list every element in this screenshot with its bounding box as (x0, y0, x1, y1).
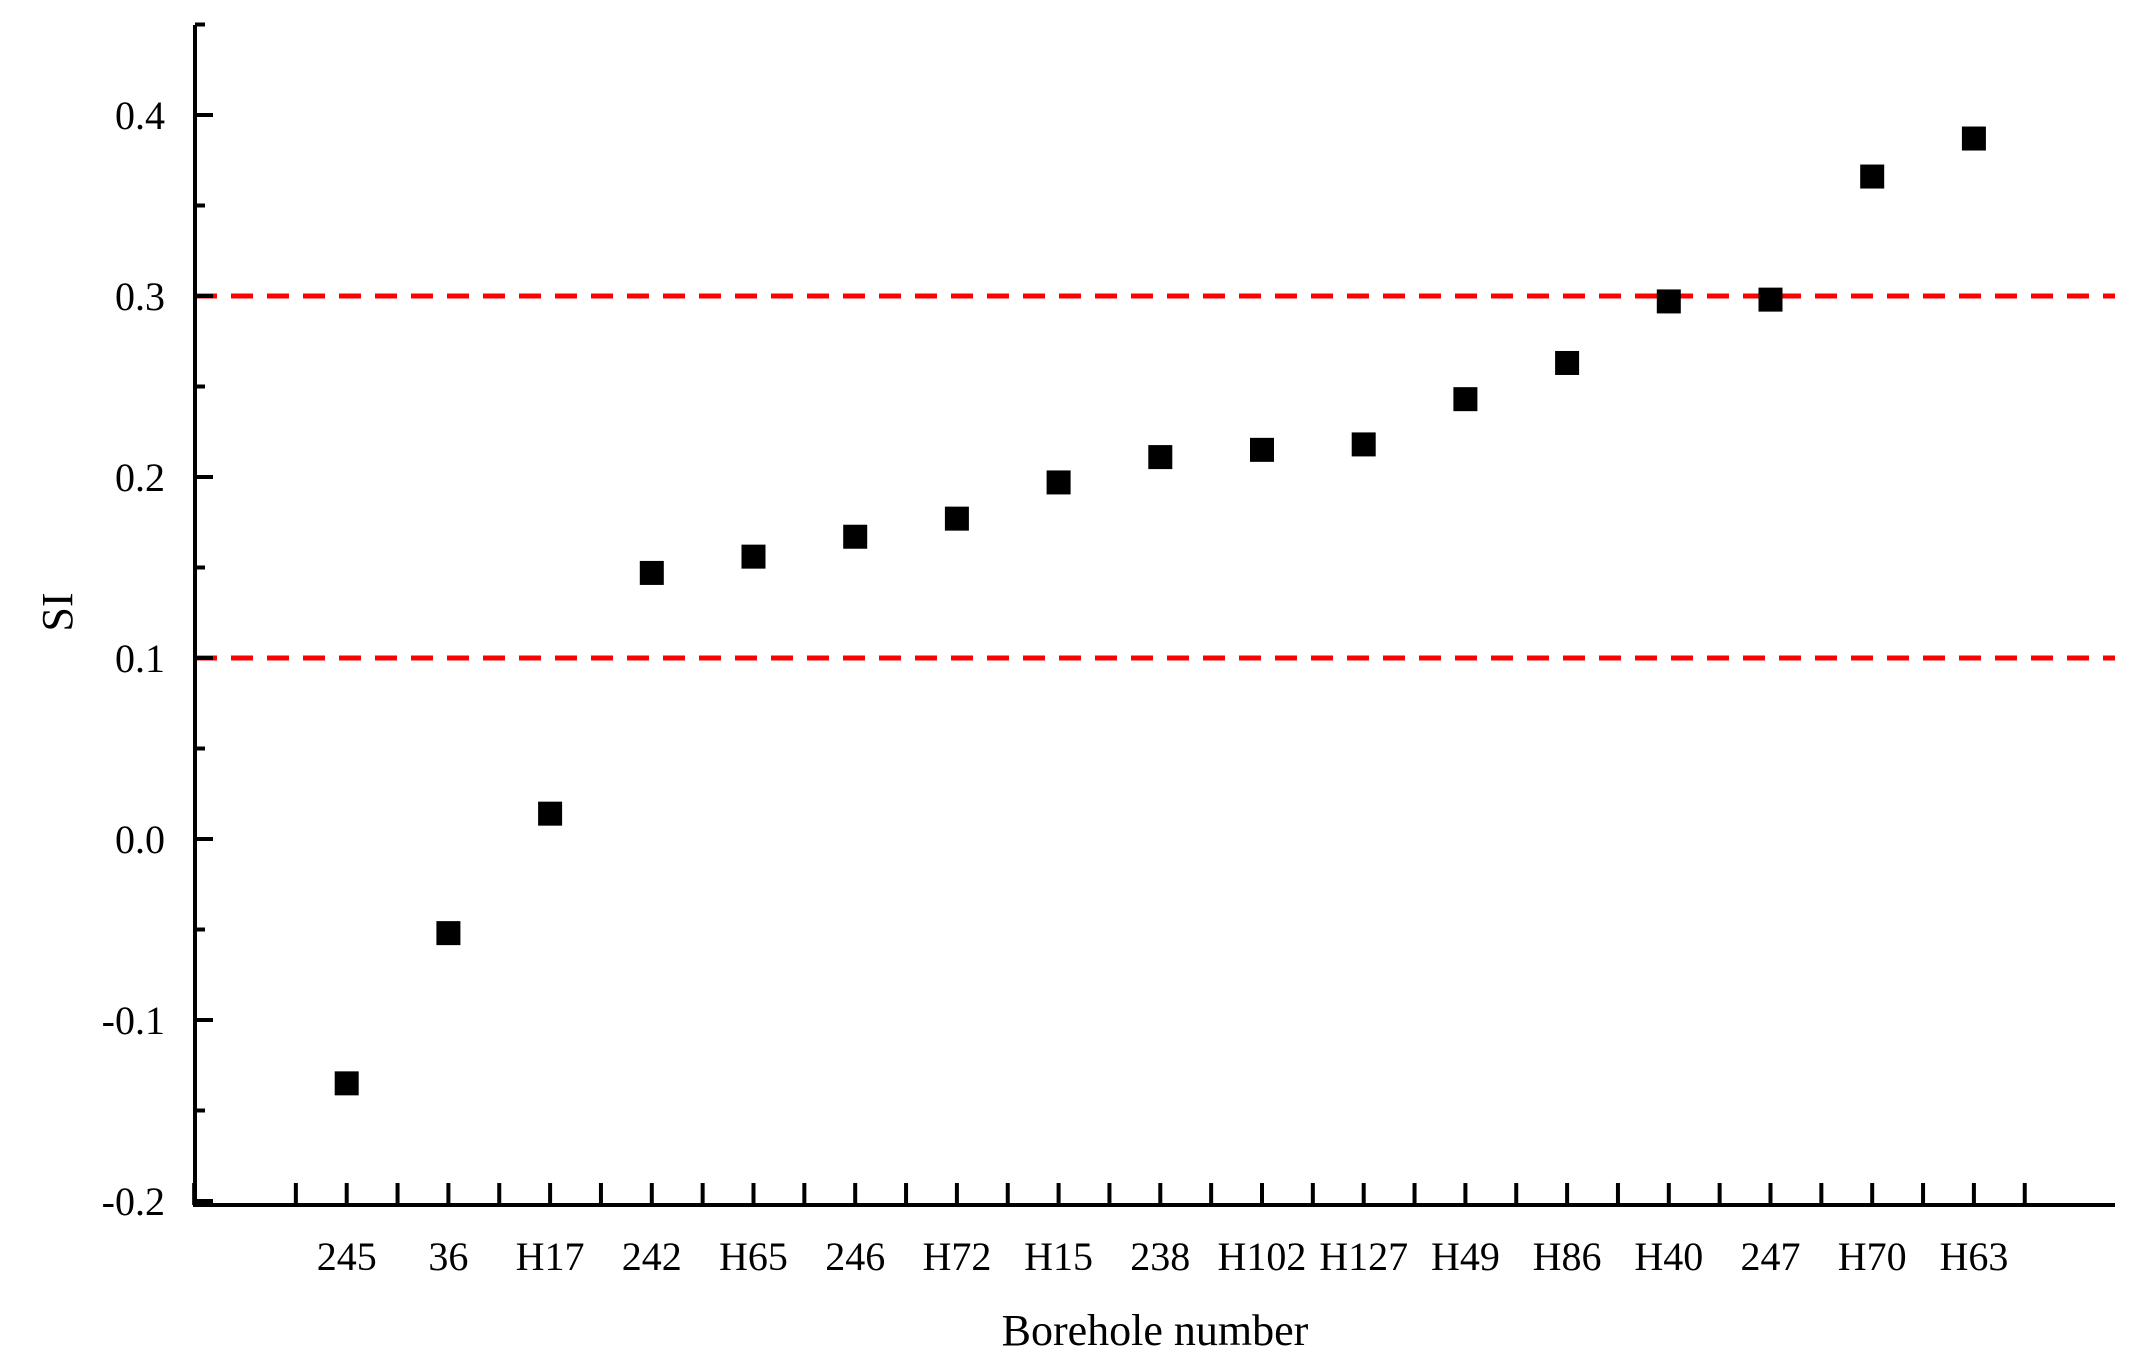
data-point-H70 (1860, 164, 1885, 189)
data-point-H127 (1351, 432, 1376, 457)
y-tick-label: 0.4 (115, 93, 165, 138)
y-axis-ticks: -0.2 -0.1 0.0 0.1 0.2 0.3 0.4 (102, 22, 213, 1224)
data-point-H86 (1555, 350, 1580, 375)
x-tick-label: 245 (317, 1234, 377, 1279)
x-tick-label: H40 (1634, 1234, 1703, 1279)
x-axis-ticks: 245 36 H17 242 H65 246 H72 H15 238 H102 H127 H49 H86… (192, 1183, 2027, 1279)
x-tick-label: 242 (622, 1234, 682, 1279)
x-tick-label: 36 (428, 1234, 468, 1279)
x-tick-label: H17 (516, 1234, 585, 1279)
y-tick-label: 0.1 (115, 636, 165, 681)
x-tick-label: H65 (719, 1234, 788, 1279)
x-axis-title: Borehole number (1002, 1306, 1309, 1355)
reference-lines (195, 293, 2115, 661)
data-point-242 (639, 560, 664, 585)
data-point-36 (436, 921, 461, 946)
data-point-H72 (944, 506, 969, 531)
x-tick-label: 246 (825, 1234, 885, 1279)
y-tick-label: -0.1 (102, 998, 165, 1043)
x-tick-label: H72 (922, 1234, 991, 1279)
y-tick-label: -0.2 (102, 1179, 165, 1224)
data-point-H102 (1250, 437, 1274, 462)
x-tick-label: 247 (1741, 1234, 1801, 1279)
x-tick-label: H15 (1024, 1234, 1093, 1279)
data-point-H65 (741, 544, 766, 569)
x-tick-label: H49 (1431, 1234, 1500, 1279)
x-tick-label: H63 (1939, 1234, 2008, 1279)
data-point-247 (1758, 287, 1783, 312)
data-point-246 (843, 524, 868, 549)
data-points (334, 126, 1986, 1096)
x-tick-label: H86 (1533, 1234, 1602, 1279)
data-point-H63 (1961, 126, 1986, 151)
data-point-H17 (538, 801, 563, 826)
data-point-245 (334, 1071, 359, 1096)
data-point-H40 (1656, 289, 1681, 314)
data-point-238 (1148, 445, 1173, 470)
y-tick-label: 0.2 (115, 455, 165, 500)
data-point-H15 (1046, 470, 1071, 495)
data-point-H49 (1453, 387, 1478, 412)
x-tick-label: 238 (1130, 1234, 1190, 1279)
axes (193, 25, 2115, 1207)
y-axis-title: SI (33, 592, 82, 631)
y-tick-label: 0.0 (115, 817, 165, 862)
x-tick-label: H127 (1319, 1234, 1408, 1279)
y-tick-label: 0.3 (115, 274, 165, 319)
x-tick-label: H102 (1218, 1234, 1307, 1279)
x-tick-label: H70 (1838, 1234, 1907, 1279)
